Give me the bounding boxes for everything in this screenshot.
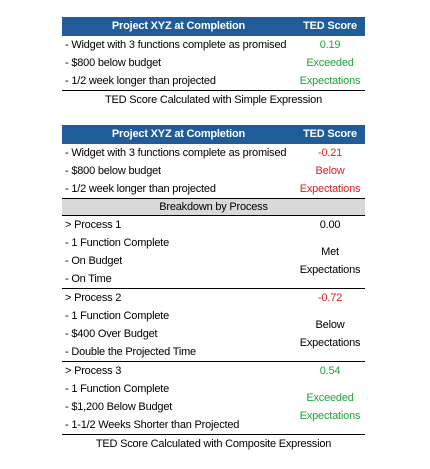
score-cell: 0.54 Exceeded Expectations [295, 362, 365, 434]
score-cell: -0.72 Below Expectations [295, 289, 365, 361]
row-group: > Process 2 - 1 Function Complete - $400 O… [62, 289, 365, 362]
item-text: - 1-1/2 Weeks Shorter than Projected [65, 419, 240, 431]
header-score: TED Score [303, 20, 357, 32]
header-title: Project XYZ at Completion [111, 128, 246, 140]
item-text: - Double the Projected Time [65, 346, 196, 358]
score-cell: 0.19 Exceeded Expectations [295, 36, 365, 90]
score-value: 0.54 [319, 365, 341, 377]
items: - Widget with 3 functions complete as pr… [62, 36, 295, 90]
score-table: Project XYZ at Completion TED Score - Widg… [62, 125, 365, 453]
item-text: - $1,200 Below Budget [65, 401, 173, 413]
document: Project XYZ at Completion TED Score - Widg… [62, 17, 365, 469]
rating-text: Met Expectations [299, 246, 361, 276]
breakdown-title: Breakdown by Process [62, 199, 365, 216]
item-text: - 1 Function Complete [65, 310, 170, 322]
header-score: TED Score [303, 128, 357, 140]
row-group: - Widget with 3 functions complete as pr… [62, 144, 365, 199]
items: > Process 2 - 1 Function Complete - $400 O… [62, 289, 295, 361]
item-text: > Process 3 [65, 365, 122, 377]
score-value: 0.19 [319, 39, 341, 51]
row-group: > Process 3 - 1 Function Complete - $1,200… [62, 362, 365, 435]
item-text: - 1/2 week longer than projected [65, 75, 216, 87]
item-text: - Widget with 3 functions complete as pr… [65, 39, 287, 51]
item-text: - $800 below budget [65, 57, 161, 69]
table-header: Project XYZ at Completion TED Score [62, 125, 365, 144]
items: > Process 1 - 1 Function Complete - On Bud… [62, 216, 295, 288]
item-text: - 1/2 week longer than projected [65, 183, 216, 195]
rating-text: Exceeded Expectations [299, 57, 361, 87]
item-text: - 1 Function Complete [65, 237, 170, 249]
score-value: 0.00 [319, 219, 341, 231]
items: > Process 3 - 1 Function Complete - $1,200… [62, 362, 295, 434]
items: - Widget with 3 functions complete as pr… [62, 144, 295, 198]
item-text: - On Time [65, 273, 112, 285]
item-text: - 1 Function Complete [65, 383, 170, 395]
item-text: > Process 1 [65, 219, 122, 231]
item-text: - Widget with 3 functions complete as pr… [65, 147, 287, 159]
score-value: -0.72 [317, 292, 343, 304]
score-cell: 0.00 Met Expectations [295, 216, 365, 288]
item-text: - On Budget [65, 255, 123, 267]
rating-text: Below Expectations [299, 165, 361, 195]
rating-text: Below Expectations [299, 319, 361, 349]
table-caption: TED Score Calculated with Composite Expr… [95, 438, 332, 450]
score-cell: -0.21 Below Expectations [295, 144, 365, 198]
item-text: - $800 below budget [65, 165, 161, 177]
row-group: - Widget with 3 functions complete as pr… [62, 36, 365, 91]
table-caption: TED Score Calculated with Simple Express… [105, 94, 322, 106]
table-header: Project XYZ at Completion TED Score [62, 17, 365, 36]
rating-text: Exceeded Expectations [299, 392, 361, 422]
score-table: Project XYZ at Completion TED Score - Widg… [62, 17, 365, 109]
item-text: - $400 Over Budget [65, 328, 158, 340]
header-title: Project XYZ at Completion [111, 20, 246, 32]
score-value: -0.21 [317, 147, 343, 159]
item-text: > Process 2 [65, 292, 122, 304]
row-group: > Process 1 - 1 Function Complete - On Bud… [62, 216, 365, 289]
